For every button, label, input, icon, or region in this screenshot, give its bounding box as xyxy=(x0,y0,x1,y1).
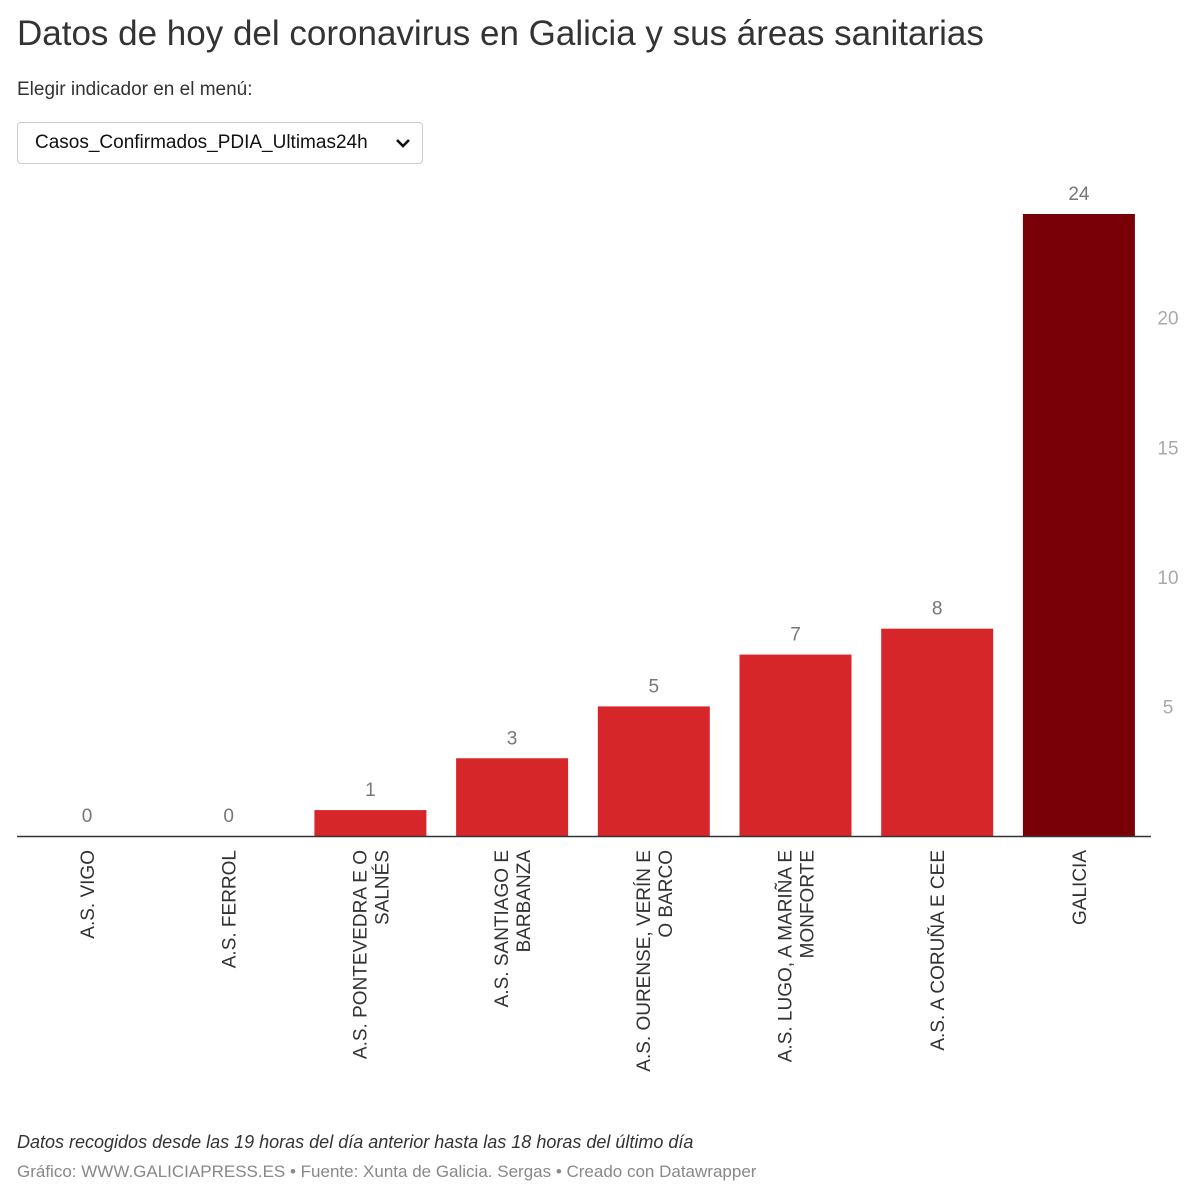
bar xyxy=(314,810,427,836)
menu-label: Elegir indicador en el menú: xyxy=(17,79,253,100)
y-tick-label: 10 xyxy=(1157,568,1178,589)
data-label: 0 xyxy=(223,806,234,827)
data-label: 24 xyxy=(1068,184,1090,205)
x-tick-label-line: MONFORTE xyxy=(798,850,819,958)
x-tick-label: A.S. VIGO xyxy=(78,850,99,939)
x-tick-label: A.S. FERROL xyxy=(220,850,241,968)
data-label: 5 xyxy=(649,676,660,697)
x-tick-label: A.S. OURENSE, VERÍN EO BARCO xyxy=(634,850,677,1072)
x-tick-label-line: A.S. PONTEVEDRA E O xyxy=(350,850,371,1059)
chevron-down-icon xyxy=(396,139,410,148)
x-tick-label: A.S. LUGO, A MARIÑA EMONFORTE xyxy=(775,850,819,1062)
bar-chart: 5 10 15 20 0 A.S. VIGO 0 A.S. FERROL 1 A.S. PONTE… xyxy=(17,184,1179,1072)
bar xyxy=(881,628,994,836)
data-label: 0 xyxy=(82,806,93,827)
data-label: 7 xyxy=(790,625,801,646)
x-tick-label-line: O BARCO xyxy=(656,850,677,938)
x-tick-label-line: A.S. SANTIAGO E xyxy=(492,850,513,1007)
x-tick-label-line: SALNÉS xyxy=(372,850,393,925)
indicator-select-value: Casos_Confirmados_PDIA_Ultimas24h xyxy=(35,132,368,153)
data-label: 3 xyxy=(507,728,518,749)
bar xyxy=(1022,214,1135,836)
y-tick-label: 5 xyxy=(1163,697,1174,718)
x-tick-label-line: A.S. OURENSE, VERÍN E xyxy=(634,850,655,1072)
x-tick-label: A.S. A CORUÑA E CEE xyxy=(927,850,949,1051)
x-tick-label-line: A.S. VIGO xyxy=(78,850,99,939)
y-tick-label: 20 xyxy=(1157,309,1178,330)
x-tick-label: GALICIA xyxy=(1070,850,1091,925)
x-tick-label-line: BARBANZA xyxy=(514,850,535,953)
x-tick-label: A.S. PONTEVEDRA E OSALNÉS xyxy=(350,850,393,1059)
data-label: 8 xyxy=(932,599,943,620)
bar xyxy=(597,706,710,836)
x-tick-label: A.S. SANTIAGO EBARBANZA xyxy=(492,850,535,1008)
bar xyxy=(739,654,852,836)
x-tick-label-line: A.S. A CORUÑA E CEE xyxy=(927,850,949,1051)
chart-notes: Datos recogidos desde las 19 horas del d… xyxy=(17,1132,694,1152)
x-tick-label-line: A.S. FERROL xyxy=(220,850,241,968)
chart-footer: Gráfico: WWW.GALICIAPRESS.ES • Fuente: X… xyxy=(17,1162,757,1181)
data-label: 1 xyxy=(365,780,376,801)
y-tick-label: 15 xyxy=(1157,438,1178,459)
bar xyxy=(456,758,569,836)
indicator-select[interactable]: Casos_Confirmados_PDIA_Ultimas24h xyxy=(17,122,423,164)
x-tick-label-line: GALICIA xyxy=(1070,850,1091,925)
chart-title: Datos de hoy del coronavirus en Galicia … xyxy=(17,14,984,53)
x-tick-label-line: A.S. LUGO, A MARIÑA E xyxy=(775,850,797,1062)
